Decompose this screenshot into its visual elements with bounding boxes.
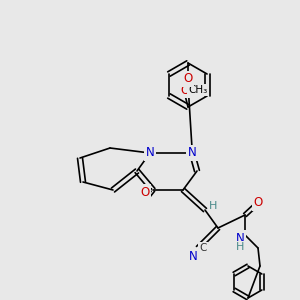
Text: O: O <box>140 185 150 199</box>
Text: H: H <box>236 242 244 252</box>
Text: C: C <box>199 243 207 253</box>
Text: N: N <box>188 146 196 160</box>
Text: O: O <box>254 196 262 209</box>
Text: O: O <box>183 73 193 85</box>
Text: N: N <box>189 250 197 262</box>
Text: CH₃: CH₃ <box>188 85 208 95</box>
Text: O: O <box>180 83 190 97</box>
Text: H: H <box>209 201 217 211</box>
Text: N: N <box>146 146 154 160</box>
Text: N: N <box>236 232 244 244</box>
